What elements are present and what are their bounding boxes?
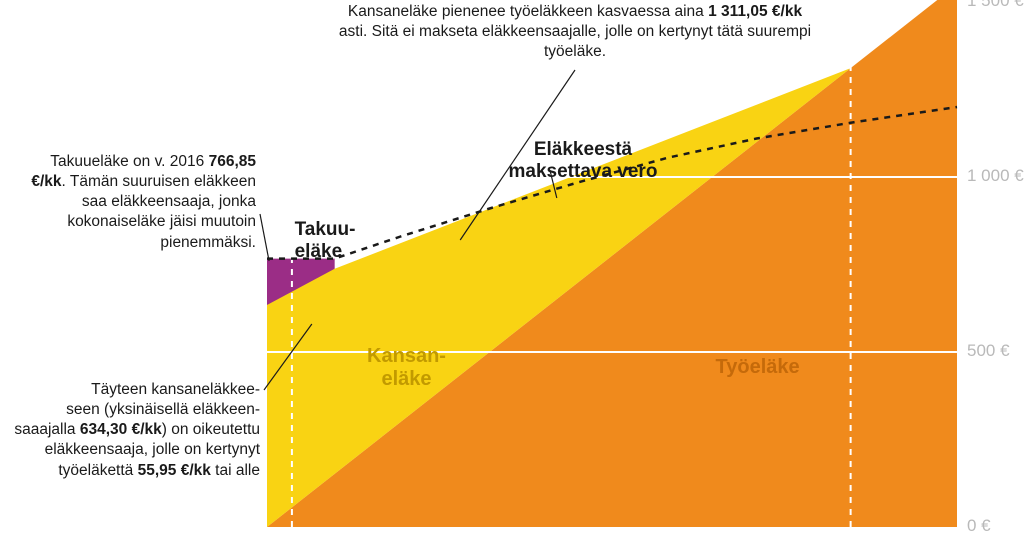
label-vero: Eläkkeestä maksettava vero [509,139,658,183]
annotation-takuuelake: Takuueläke on v. 2016 766,85 €/kk. Tämän… [28,152,256,253]
annotation-kansanelake-limit: Kansaneläke pienenee työeläkkeen kasvaes… [335,2,815,62]
label-kansanelake: Kansan- eläke [367,345,446,391]
ytick-label-500: 500 € [967,341,1010,361]
label-takuuelake: Takuu- eläke [295,219,356,263]
label-tyoelake: Työeläke [716,356,800,379]
annotation-taysi-kansanelake: Täyteen kansaneläkkee-seen (yksinäisellä… [12,380,260,481]
ytick-label-0: 0 € [967,516,991,536]
ytick-label-1000: 1 000 € [967,166,1024,186]
ytick-label-1500: 1 500 € [967,0,1024,11]
